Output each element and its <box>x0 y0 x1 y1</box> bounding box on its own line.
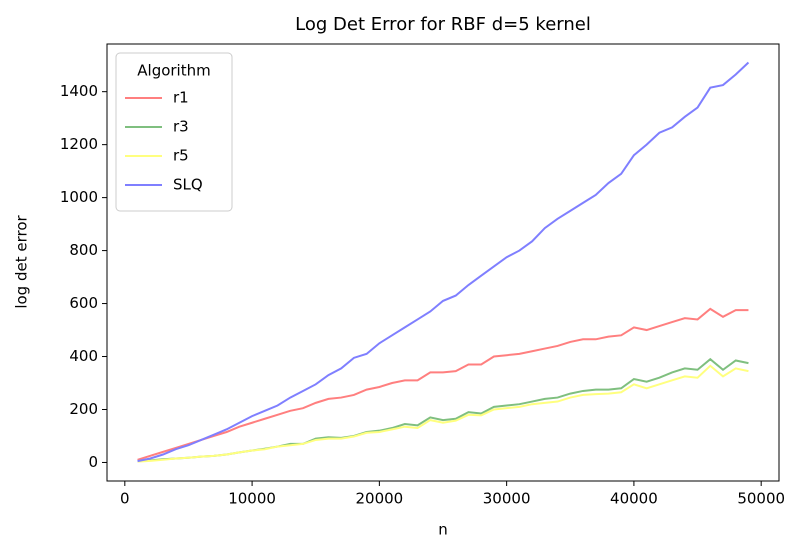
y-axis-label: log det error <box>13 214 31 308</box>
legend-title: Algorithm <box>137 62 210 80</box>
y-tick-label: 1400 <box>60 82 98 100</box>
y-tick-label: 1200 <box>60 135 98 153</box>
y-tick-label: 200 <box>69 400 98 418</box>
x-tick-label: 40000 <box>610 490 658 508</box>
y-tick-label: 600 <box>69 294 98 312</box>
x-tick-label: 30000 <box>483 490 531 508</box>
x-axis-label: n <box>438 521 448 539</box>
x-tick-label: 0 <box>120 490 130 508</box>
y-tick-label: 1000 <box>60 188 98 206</box>
plot-frame <box>106 43 780 482</box>
series-line <box>137 364 749 463</box>
x-tick-label: 10000 <box>228 490 276 508</box>
series-line <box>137 357 749 463</box>
legend-label: SLQ <box>173 176 203 194</box>
series-line <box>137 307 749 461</box>
legend-label: r5 <box>173 147 189 165</box>
chart-title: Log Det Error for RBF d=5 kernel <box>295 14 591 35</box>
legend-label: r1 <box>173 89 189 107</box>
legend-label: r3 <box>173 118 189 136</box>
x-tick-label: 50000 <box>737 490 785 508</box>
y-tick-label: 400 <box>69 347 98 365</box>
legend-box <box>115 52 233 212</box>
series-line <box>137 61 750 463</box>
y-tick-label: 800 <box>69 241 98 259</box>
y-tick-label: 0 <box>88 453 98 471</box>
x-tick-label: 20000 <box>356 490 404 508</box>
